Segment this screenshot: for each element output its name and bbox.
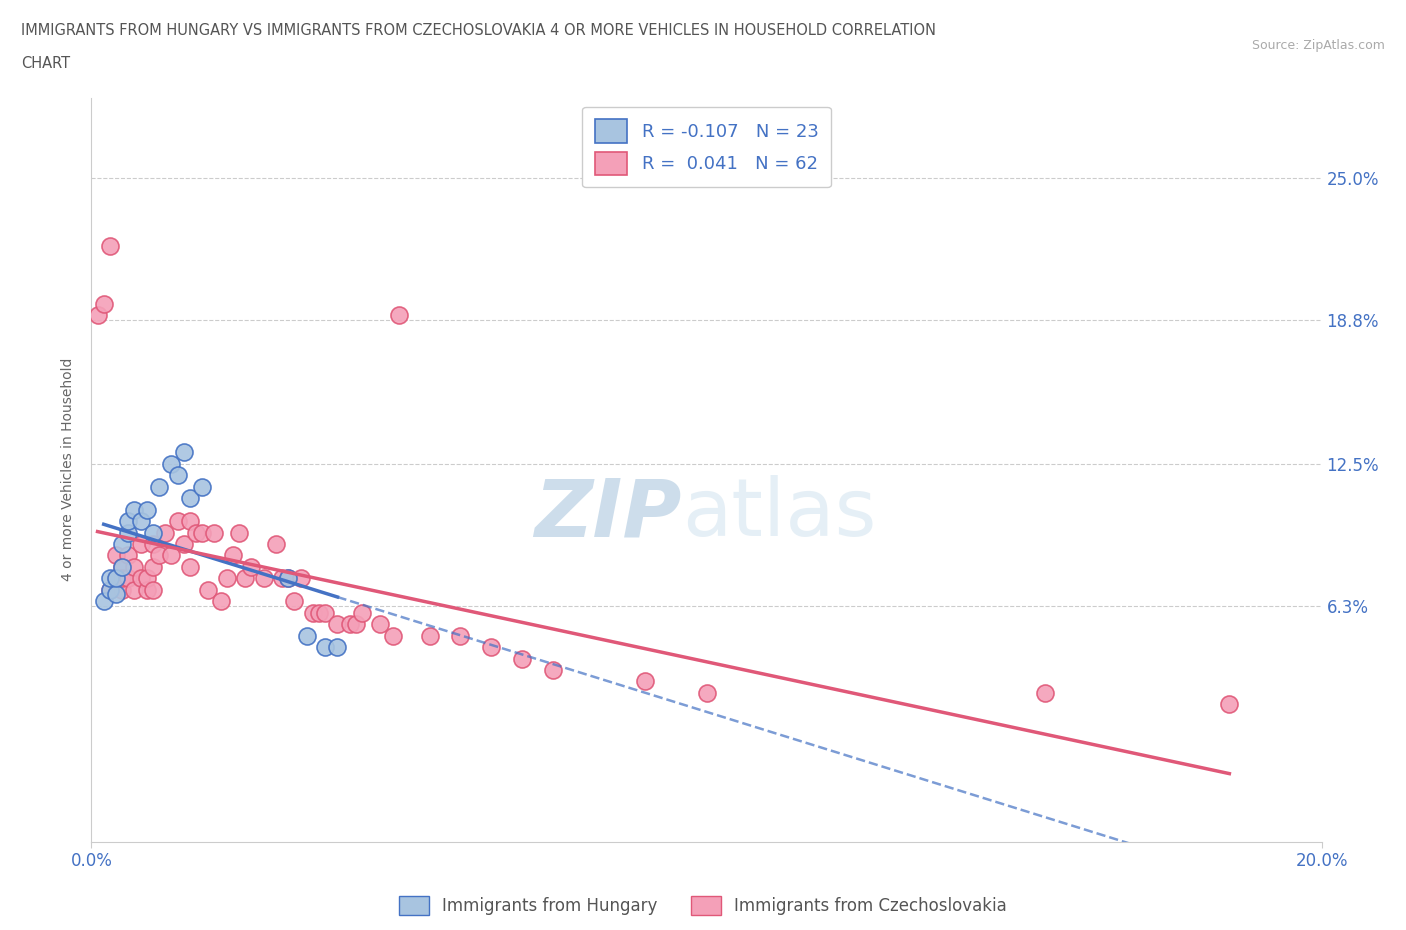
Point	[696, 685, 718, 700]
Point	[135, 571, 157, 586]
Point	[142, 537, 165, 551]
Point	[98, 571, 121, 586]
Point	[179, 491, 201, 506]
Point	[381, 628, 404, 643]
Point	[142, 560, 165, 575]
Text: ZIP: ZIP	[534, 475, 682, 553]
Point	[240, 560, 263, 575]
Point	[350, 605, 373, 620]
Point	[264, 537, 287, 551]
Y-axis label: 4 or more Vehicles in Household: 4 or more Vehicles in Household	[62, 358, 76, 581]
Point	[209, 594, 232, 609]
Point	[301, 605, 323, 620]
Point	[160, 457, 183, 472]
Point	[124, 582, 146, 597]
Point	[124, 502, 146, 517]
Legend: Immigrants from Hungary, Immigrants from Czechoslovakia: Immigrants from Hungary, Immigrants from…	[392, 889, 1014, 922]
Point	[135, 582, 157, 597]
Legend: R = -0.107   N = 23, R =  0.041   N = 62: R = -0.107 N = 23, R = 0.041 N = 62	[582, 107, 831, 187]
Point	[117, 513, 139, 528]
Point	[197, 582, 219, 597]
Point	[1033, 685, 1056, 700]
Point	[314, 605, 336, 620]
Point	[271, 571, 294, 586]
Point	[98, 582, 121, 597]
Point	[160, 548, 183, 563]
Point	[215, 571, 238, 586]
Point	[129, 513, 152, 528]
Point	[129, 537, 152, 551]
Point	[184, 525, 207, 540]
Point	[135, 502, 157, 517]
Point	[191, 479, 214, 494]
Point	[117, 571, 139, 586]
Point	[510, 651, 533, 666]
Point	[93, 297, 115, 312]
Point	[111, 537, 134, 551]
Point	[117, 525, 139, 540]
Point	[308, 605, 330, 620]
Point	[277, 571, 299, 586]
Point	[148, 548, 170, 563]
Point	[191, 525, 214, 540]
Point	[105, 587, 127, 602]
Point	[253, 571, 276, 586]
Text: CHART: CHART	[21, 56, 70, 71]
Point	[111, 560, 134, 575]
Point	[179, 513, 201, 528]
Point	[86, 308, 108, 323]
Point	[344, 617, 367, 631]
Point	[419, 628, 441, 643]
Point	[142, 525, 165, 540]
Point	[449, 628, 471, 643]
Point	[111, 560, 134, 575]
Point	[173, 445, 195, 460]
Text: IMMIGRANTS FROM HUNGARY VS IMMIGRANTS FROM CZECHOSLOVAKIA 4 OR MORE VEHICLES IN : IMMIGRANTS FROM HUNGARY VS IMMIGRANTS FR…	[21, 23, 936, 38]
Point	[295, 628, 318, 643]
Point	[105, 571, 127, 586]
Point	[326, 617, 349, 631]
Point	[314, 640, 336, 655]
Point	[233, 571, 256, 586]
Point	[105, 571, 127, 586]
Point	[634, 674, 657, 689]
Point	[277, 571, 299, 586]
Point	[98, 582, 121, 597]
Point	[166, 513, 188, 528]
Point	[388, 308, 411, 323]
Point	[142, 582, 165, 597]
Point	[111, 582, 134, 597]
Point	[228, 525, 250, 540]
Point	[370, 617, 392, 631]
Text: Source: ZipAtlas.com: Source: ZipAtlas.com	[1251, 39, 1385, 52]
Point	[105, 548, 127, 563]
Point	[290, 571, 312, 586]
Point	[479, 640, 502, 655]
Point	[129, 571, 152, 586]
Point	[222, 548, 245, 563]
Point	[179, 560, 201, 575]
Point	[283, 594, 305, 609]
Point	[202, 525, 225, 540]
Point	[1218, 697, 1240, 711]
Point	[111, 571, 134, 586]
Point	[93, 594, 115, 609]
Point	[148, 479, 170, 494]
Point	[98, 239, 121, 254]
Point	[173, 537, 195, 551]
Point	[166, 468, 188, 483]
Point	[153, 525, 177, 540]
Point	[339, 617, 361, 631]
Point	[541, 662, 564, 677]
Point	[117, 548, 139, 563]
Point	[326, 640, 349, 655]
Point	[124, 560, 146, 575]
Text: atlas: atlas	[682, 475, 876, 553]
